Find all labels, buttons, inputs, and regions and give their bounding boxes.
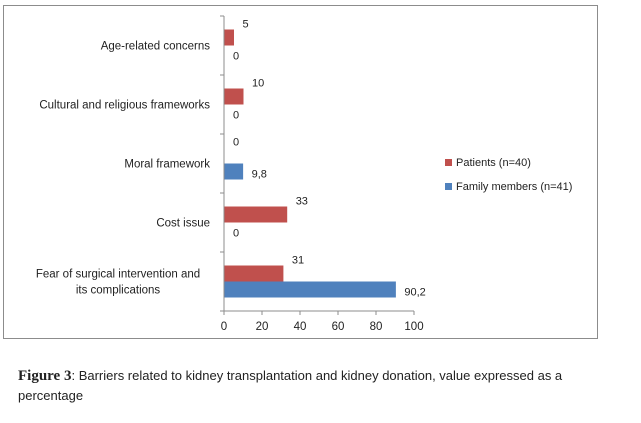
bar-patients: [224, 265, 284, 282]
bar-family-members: [224, 281, 396, 298]
data-label: 10: [252, 78, 264, 90]
data-label: 0: [233, 228, 239, 240]
bar-patients: [224, 88, 244, 105]
figure-caption-text: : Barriers related to kidney transplanta…: [18, 368, 563, 403]
x-tick-label: 60: [332, 321, 345, 333]
bar-family-members: [224, 163, 244, 180]
legend-label: Family members (n=41): [456, 181, 572, 193]
data-label: 31: [292, 255, 304, 267]
category-label: Cost issue: [156, 218, 210, 230]
legend-label: Patients (n=40): [456, 157, 531, 169]
data-label: 5: [243, 19, 249, 31]
data-label: 90,2: [404, 287, 425, 299]
x-tick-label: 40: [294, 321, 307, 333]
category-label: Age-related concerns: [101, 41, 211, 53]
data-label: 9,8: [252, 169, 267, 181]
data-label: 0: [233, 137, 239, 149]
bar-patients: [224, 29, 234, 46]
x-tick-label: 80: [370, 321, 383, 333]
category-label: Fear of surgical intervention and its com…: [36, 269, 200, 297]
data-label: 0: [233, 51, 239, 63]
legend-marker: [445, 159, 452, 166]
figure-caption: Figure 3: Barriers related to kidney tra…: [18, 366, 618, 405]
x-tick-label: 20: [256, 321, 269, 333]
bar-patients: [224, 206, 288, 223]
data-label: 33: [296, 196, 308, 208]
category-label: Moral framework: [124, 159, 210, 171]
data-label: 0: [233, 110, 239, 122]
x-tick-label: 100: [404, 321, 423, 333]
legend-marker: [445, 183, 452, 190]
x-tick-label: 0: [221, 321, 227, 333]
figure-label: Figure 3: [18, 368, 72, 384]
category-label: Cultural and religious frameworks: [39, 100, 210, 112]
